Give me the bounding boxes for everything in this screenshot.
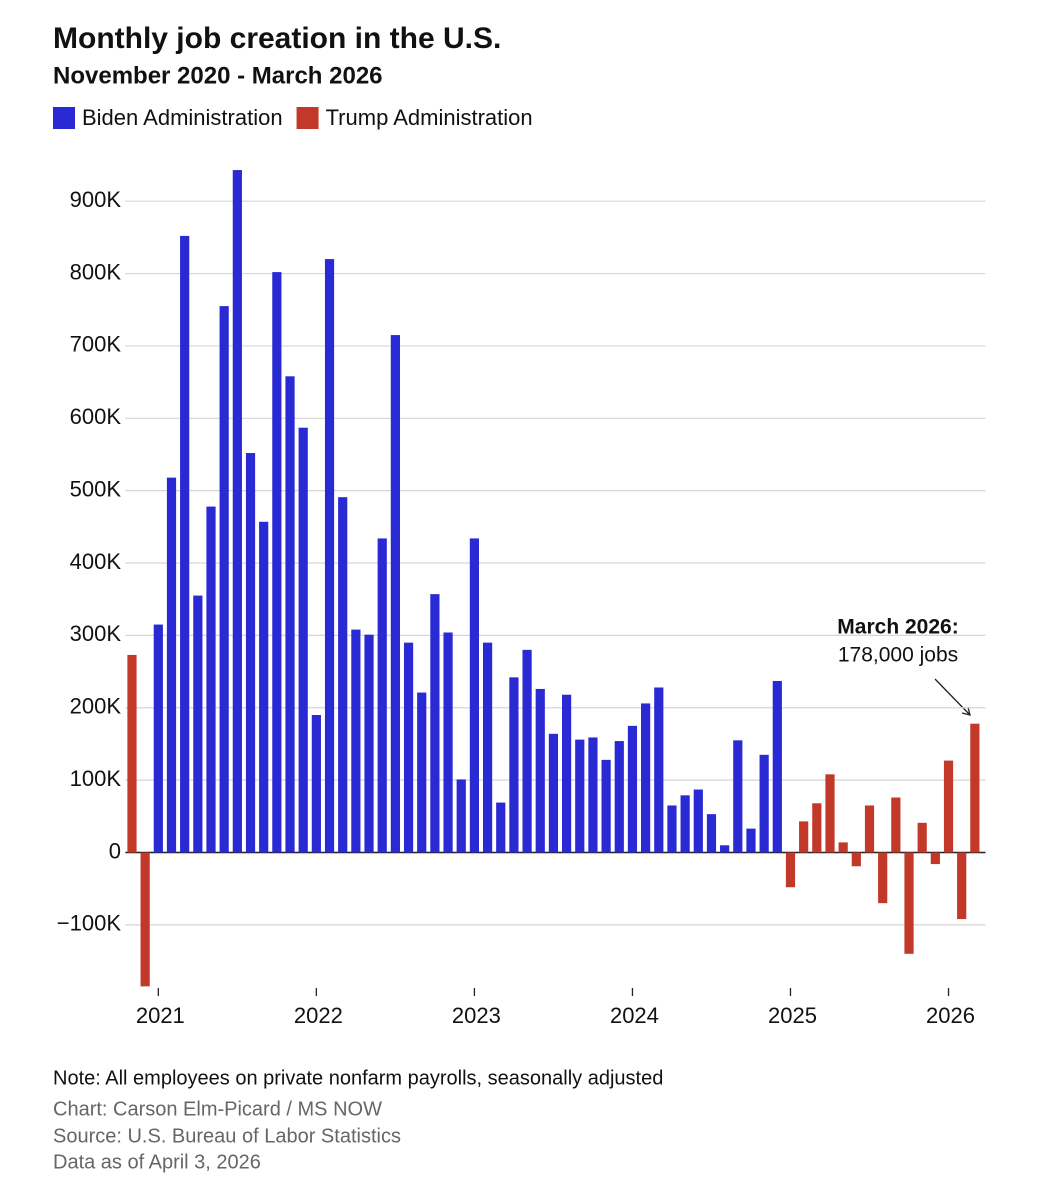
bar [693,789,703,853]
bar [561,694,572,853]
annotation-text: 178,000 jobs [838,644,958,667]
bar [522,649,532,853]
credit: Chart: Carson Elm-Picard / MS NOW [53,1098,382,1120]
bar [127,654,137,853]
bar [825,774,835,853]
bar [746,828,756,853]
legend-swatch [53,107,75,129]
bar [206,506,216,853]
bar [654,687,664,853]
bar [417,692,427,853]
y-tick-label: 200K [70,694,122,719]
bar [667,805,677,853]
y-tick-label: 900K [70,187,122,212]
bar [548,733,559,853]
x-tick-label: 2022 [294,1003,343,1028]
bar [232,170,242,853]
x-tick-label: 2026 [926,1003,975,1028]
annotation-title: March 2026: [837,616,958,639]
bar [245,453,256,853]
bar [219,306,229,853]
bar [891,797,901,853]
bar [509,677,519,853]
bar [469,538,480,853]
y-tick-label: 300K [70,621,122,646]
bar [772,680,782,853]
bar [153,624,163,853]
chart-subtitle: November 2020 - March 2026 [53,62,383,89]
bar [364,634,374,853]
bar [166,477,177,853]
chart-title: Monthly job creation in the U.S. [53,22,501,55]
bar [851,852,861,867]
bar [377,538,387,853]
bar [785,852,796,888]
bar [443,632,453,853]
annotation-arrow [934,678,971,716]
bar [482,642,493,853]
y-tick-label: 700K [70,332,122,357]
bar [930,852,940,865]
bar [285,376,295,853]
y-tick-label: 400K [70,549,122,574]
bar [720,845,730,853]
y-tick-label: 0 [109,838,121,863]
bar [838,842,848,853]
y-tick-label: 100K [70,766,122,791]
bar [917,822,927,853]
x-tick-label: 2025 [768,1003,817,1028]
legend-swatch [296,107,319,129]
y-tick-label: 800K [70,259,122,284]
bar [864,805,875,853]
bar [627,725,638,853]
y-tick-label: 500K [70,476,122,501]
bar [904,852,914,954]
source: Source: U.S. Bureau of Labor Statistics [53,1125,401,1147]
bar [298,427,308,853]
bar [272,272,282,853]
bar [759,754,769,853]
bar [733,740,743,853]
bar [180,235,190,853]
legend-label: Biden Administration [82,105,283,130]
y-tick-label: 600K [70,404,122,429]
bar [799,821,809,853]
bar [957,852,967,920]
x-tick-label: 2021 [136,1003,185,1028]
bar [943,760,954,853]
x-tick-label: 2024 [610,1003,659,1028]
y-tick-label: −100K [57,911,122,936]
bar [311,715,321,853]
bar [193,595,203,853]
bar [641,703,651,853]
bar [456,779,466,853]
bar [601,759,611,853]
bar [680,795,690,853]
bar [351,629,361,853]
bar [140,852,150,987]
bar [430,594,440,853]
bar [338,497,348,853]
bar [588,737,598,853]
legend-label: Trump Administration [326,105,533,130]
note: Note: All employees on private nonfarm p… [53,1067,663,1089]
bar [812,803,822,853]
date-note: Data as of April 3, 2026 [53,1151,261,1173]
bar [390,335,400,853]
bar [259,521,269,853]
bar [496,802,506,853]
bar [970,723,980,853]
bar [706,814,717,853]
bar [324,259,335,853]
bar [575,739,585,853]
bar [535,688,545,853]
grid [125,200,986,926]
bar [878,852,888,904]
x-tick-label: 2023 [452,1003,501,1028]
bar [403,642,414,853]
bar [614,741,624,853]
